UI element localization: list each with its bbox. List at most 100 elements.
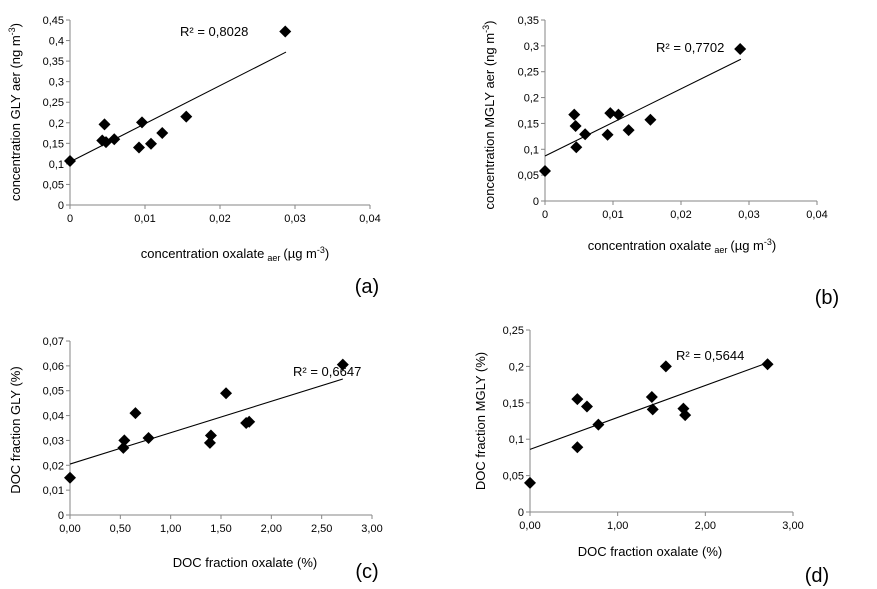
panel-label: (d) <box>805 565 829 587</box>
data-point <box>133 141 145 154</box>
x-tick-label: 0,02 <box>209 213 230 225</box>
data-point <box>622 124 635 137</box>
y-tick-label: 0,05 <box>43 386 64 398</box>
x-tick-label: 0,04 <box>359 213 380 225</box>
x-axis-label: DOC fraction oxalate (%) <box>173 555 318 570</box>
y-tick-label: 0,25 <box>518 67 539 79</box>
data-point <box>659 360 672 373</box>
data-point <box>117 441 130 454</box>
y-tick-label: 0,15 <box>43 138 64 150</box>
y-axis-label-close: ) <box>8 23 23 27</box>
y-tick-label: 0,15 <box>518 118 539 130</box>
y-tick-label: 0,35 <box>43 56 64 68</box>
y-tick-label: 0,25 <box>43 97 64 109</box>
y-tick-label: 0,4 <box>49 36 64 48</box>
y-tick-label: 0,05 <box>43 179 64 191</box>
y-axis-label-close: ) <box>482 21 497 25</box>
x-tick-label: 1,50 <box>210 523 231 535</box>
data-point <box>220 387 233 400</box>
data-point <box>571 393 584 406</box>
y-tick-label: 0,07 <box>43 336 64 348</box>
data-point <box>571 441 584 454</box>
x-axis-label: concentration oxalate aer (µg m-3) <box>588 237 776 255</box>
y-tick-label: 0 <box>58 200 64 212</box>
y-tick-label: 0,45 <box>43 15 64 27</box>
x-tick-label: 1,00 <box>607 520 628 532</box>
trendline <box>69 378 343 465</box>
data-point <box>180 110 193 123</box>
y-tick-label: 0,2 <box>509 361 524 373</box>
data-point <box>592 418 605 431</box>
y-tick-label: 0,15 <box>503 398 524 410</box>
data-point <box>570 141 583 154</box>
x-axis-label-text: concentration oxalate <box>588 238 712 253</box>
data-point <box>156 127 169 140</box>
data-point <box>734 42 747 55</box>
y-axis-label: DOC fraction MGLY (%) <box>473 352 488 490</box>
x-tick-label: 0,00 <box>519 520 540 532</box>
scatter-chart-c: 0 0,01 0,02 0,03 0,04 0,05 0,06 0,07 0,00 0,50 1,0… <box>8 336 383 583</box>
x-tick-label: 0,01 <box>602 209 623 221</box>
y-tick-label: 0,1 <box>524 144 539 156</box>
y-tick-label: 0,35 <box>518 15 539 27</box>
x-tick-label: 0,02 <box>670 209 691 221</box>
y-tick-label: 0 <box>58 510 64 522</box>
y-axis-label: concentration GLY aer (ng m-3) <box>7 23 23 201</box>
y-axis-label-superscript: -3 <box>7 27 17 35</box>
x-tick-label: 1,00 <box>160 523 181 535</box>
x-tick-label: 3,00 <box>782 520 803 532</box>
y-tick-label: 0 <box>518 507 524 519</box>
x-tick-label: 0,00 <box>59 523 80 535</box>
x-axis-label-text: concentration oxalate <box>141 246 265 261</box>
data-point <box>761 358 774 371</box>
x-tick-label: 0,01 <box>134 213 155 225</box>
x-axis-label-unit: (µg m <box>283 246 317 261</box>
data-point <box>579 128 592 141</box>
y-tick-label: 0,3 <box>524 41 539 53</box>
x-axis-label-subscript: aer <box>267 253 280 263</box>
data-point <box>539 165 551 178</box>
data-point <box>601 128 614 141</box>
x-tick-label: 0,04 <box>806 209 827 221</box>
data-point <box>136 116 148 129</box>
data-point <box>204 429 217 442</box>
y-axis-label-superscript: -3 <box>481 25 491 33</box>
x-tick-label: 0,03 <box>738 209 759 221</box>
x-axis-label-subscript: aer <box>714 245 727 255</box>
x-tick-label: 0,03 <box>284 213 305 225</box>
data-point <box>612 108 625 121</box>
y-tick-label: 0,03 <box>43 435 64 447</box>
data-point <box>98 118 111 131</box>
y-tick-label: 0,04 <box>43 411 64 423</box>
x-tick-label: 0,50 <box>110 523 131 535</box>
data-point <box>580 400 593 413</box>
x-tick-label: 2,50 <box>311 523 332 535</box>
y-axis-label: DOC fraction GLY (%) <box>8 366 23 493</box>
data-point <box>108 133 121 146</box>
data-point <box>64 155 76 168</box>
y-tick-label: 0,02 <box>43 460 64 472</box>
x-axis-label-close: ) <box>772 238 776 253</box>
data-point <box>644 113 657 126</box>
data-point <box>243 415 256 428</box>
data-point <box>145 137 157 150</box>
y-tick-label: 0,2 <box>49 118 64 130</box>
y-axis-label: concentration MGLY aer (ng m-3) <box>481 21 497 210</box>
r-squared-annotation: R² = 0,7702 <box>656 40 724 55</box>
x-tick-label: 3,00 <box>361 523 382 535</box>
data-point <box>118 434 131 447</box>
scatter-chart-b: 0 0,05 0,1 0,15 0,2 0,25 0,3 0,35 0 0,01 0,02 0,03 0… <box>481 15 839 309</box>
x-axis-label-superscript: -3 <box>317 245 325 255</box>
x-axis-label-close: ) <box>325 246 329 261</box>
y-tick-label: 0,1 <box>49 159 64 171</box>
data-point <box>646 403 659 416</box>
y-tick-label: 0,01 <box>43 485 64 497</box>
x-tick-label: 2,00 <box>695 520 716 532</box>
x-tick-label: 2,00 <box>261 523 282 535</box>
trendline <box>544 58 742 157</box>
data-point <box>604 107 617 120</box>
r-squared-annotation: R² = 0,8028 <box>180 24 248 39</box>
trendline <box>529 362 768 450</box>
data-point <box>568 108 581 121</box>
